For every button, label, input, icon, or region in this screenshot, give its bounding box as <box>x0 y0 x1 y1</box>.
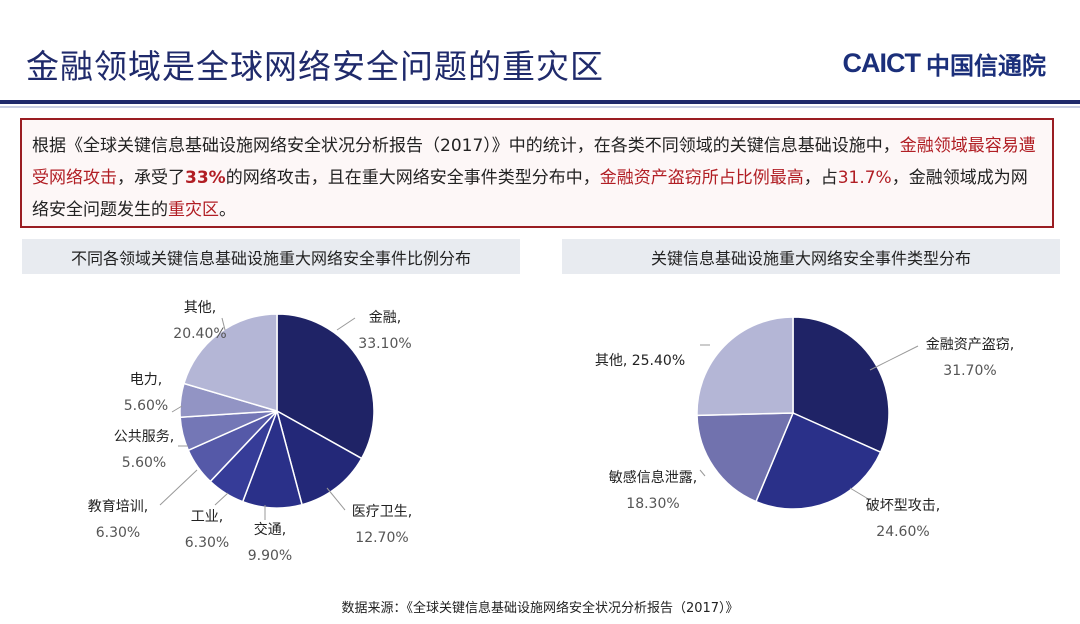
pie2-value-label-0: 31.70% <box>943 363 996 379</box>
pie2-slice-3 <box>696 316 794 417</box>
data-source: 数据来源：《全球关键信息基础设施网络安全状况分析报告（2017）》 <box>341 601 739 616</box>
summary-text-6: 。 <box>219 200 236 220</box>
summary-text-4: ，占 <box>803 168 838 188</box>
summary-text-1: 根据《全球关键信息基础设施网络安全状况分析报告（2017）》中的统计，在各类不同… <box>32 136 900 156</box>
pie2-leader-line-1 <box>849 487 871 501</box>
pie-chart-sectors: 金融, 33.10% 医疗卫生, 12.70% 交通, 9.90% 工业, 6.30% 教育培训… <box>88 300 412 564</box>
pie1-label-1: 医疗卫生, <box>352 504 412 520</box>
pie1-label-0: 金融, <box>369 310 401 326</box>
pie2-slice-2 <box>696 412 795 503</box>
pie2-label-3: 其他, 25.40% <box>595 353 685 369</box>
pie1-leader-line-1 <box>326 487 346 511</box>
header-rule <box>0 100 1080 104</box>
pie2-label-1: 破坏型攻击, <box>866 498 940 514</box>
pie2-slice-0 <box>792 316 890 454</box>
pie1-value-label-7: 20.40% <box>173 326 226 342</box>
pie1-value-label-6: 5.60% <box>124 398 168 414</box>
pie1-leader-line-0 <box>336 317 356 331</box>
pie1-slice-4 <box>187 410 278 483</box>
pie1-slice-0 <box>276 313 375 460</box>
pie2-leader-line-0 <box>869 345 919 371</box>
pie1-value-label-4: 6.30% <box>96 525 140 541</box>
pie1-leader-line-6 <box>171 405 183 413</box>
page-title: 金融领域是全球网络安全问题的重灾区 <box>26 47 604 86</box>
logo-en-text: CAICT <box>842 48 921 78</box>
caict-logo: CAICT 中国信通院 <box>843 46 1047 81</box>
pie1-value-label-3: 6.30% <box>185 535 229 551</box>
summary-text-5: ，金融领域成为网络安全问题发生的 <box>32 168 1028 220</box>
pie2-label-2: 敏感信息泄露, <box>609 469 697 486</box>
pie1-label-6: 电力, <box>130 372 162 388</box>
pie1-label-7: 其他, <box>184 300 216 316</box>
pie1-slice-3 <box>209 410 278 503</box>
pie1-label-4: 教育培训, <box>88 499 148 515</box>
pie2-value-label-1: 24.60% <box>876 524 929 540</box>
pie1-label-2: 交通, <box>254 521 286 538</box>
header-rule-thin <box>0 106 1080 108</box>
pie1-slice-1 <box>275 409 363 506</box>
pie2-leader-line-2 <box>699 469 706 477</box>
summary-highlight-4: 31.7% <box>837 168 892 188</box>
chart1-title: 不同各领域关键信息基础设施重大网络安全事件比例分布 <box>22 239 520 274</box>
summary-text-2: ，承受了 <box>117 168 185 188</box>
pie2-label-0: 金融资产盗窃, <box>926 337 1014 353</box>
summary-box: 根据《全球关键信息基础设施网络安全状况分析报告（2017）》中的统计，在各类不同… <box>20 118 1054 228</box>
pie1-leader-line-7 <box>221 317 226 331</box>
logo-cn-text: 中国信通院 <box>926 52 1046 80</box>
pie1-slice-7 <box>183 313 278 413</box>
pie1-value-label-2: 9.90% <box>248 548 292 564</box>
summary-highlight-2: 33% <box>185 168 226 188</box>
pie2-value-label-2: 18.30% <box>626 496 679 512</box>
pie1-value-label-0: 33.10% <box>358 336 411 352</box>
pie1-leader-line-3 <box>214 492 229 506</box>
pie2-slice-1 <box>754 412 882 510</box>
pie1-value-label-1: 12.70% <box>355 530 408 546</box>
summary-highlight-1: 金融领域最容易遭受网络攻击 <box>32 136 1036 188</box>
pie1-slice-2 <box>241 408 303 509</box>
pie1-label-5: 公共服务, <box>114 429 174 445</box>
summary-highlight-3: 金融资产盗窃所占比例最高 <box>599 168 804 188</box>
summary-highlight-5: 重灾区 <box>168 200 219 220</box>
pie1-value-label-5: 5.60% <box>122 455 166 471</box>
summary-text-3: 的网络攻击，且在重大网络安全事件类型分布中， <box>225 168 600 188</box>
pie1-slice-6 <box>179 382 278 419</box>
pie1-slice-5 <box>179 410 278 452</box>
pie1-label-3: 工业, <box>191 509 223 525</box>
pie-chart-types: 金融资产盗窃, 31.70% 破坏型攻击, 24.60% 敏感信息泄露, 18.30% 其他… <box>595 316 1014 540</box>
pie1-leader-line-4 <box>159 469 198 506</box>
chart2-title: 关键信息基础设施重大网络安全事件类型分布 <box>562 239 1060 274</box>
